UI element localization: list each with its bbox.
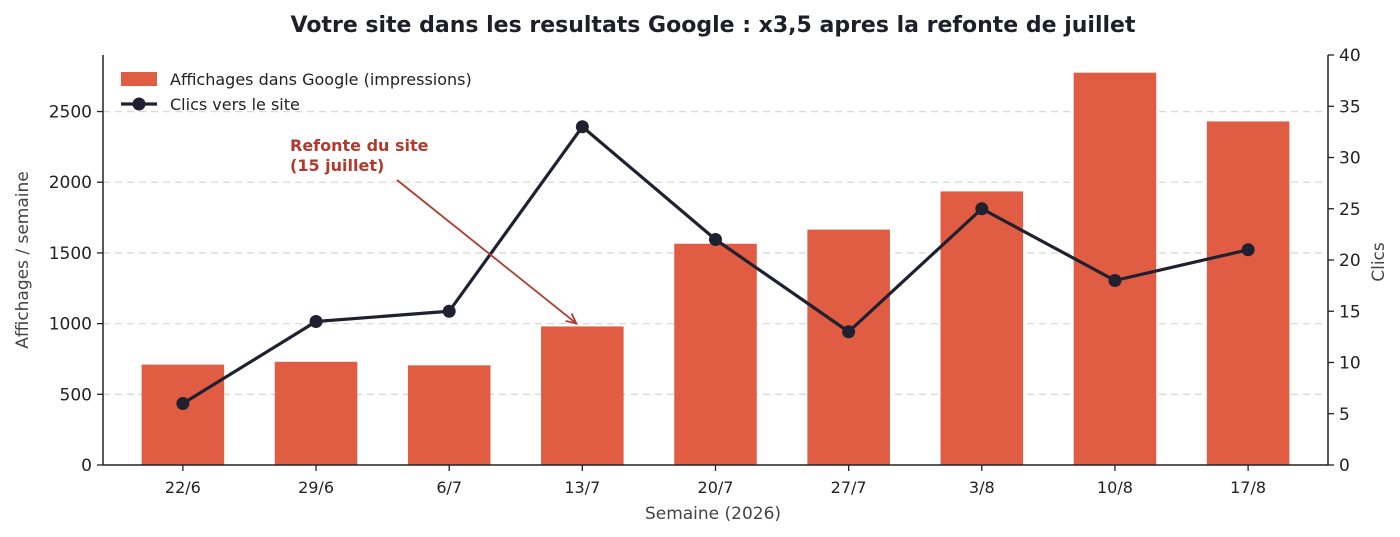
legend: Affichages dans Google (impressions) Clic… [121,70,472,114]
x-tick-label: 17/8 [1230,478,1266,497]
bar [940,191,1024,465]
x-tick-label: 22/6 [165,478,201,497]
x-tick-label: 27/7 [831,478,867,497]
annotation-arrow [396,179,577,325]
line-point [309,315,323,328]
tick-labels: 0 500 1000 1500 2000 2500 0 5 10 15 20 25 30 35 40 22/6… [49,46,1361,497]
y-tick-label-right: 40 [1339,46,1361,66]
line-point [1108,274,1122,287]
legend-swatch-bar [121,72,157,86]
y-tick-label-right: 30 [1339,149,1361,169]
line-point [975,202,989,216]
bar [407,365,491,465]
legend-label: Affichages dans Google (impressions) [170,70,472,89]
y-tick-label-right: 35 [1339,97,1361,117]
y-tick-label-right: 20 [1339,251,1361,271]
legend-swatch-marker [132,97,146,111]
bar [807,229,890,465]
y-tick-label-left: 1000 [49,315,92,335]
x-tick-label: 10/8 [1097,478,1133,497]
bar [141,364,225,465]
annotation-text: (15 juillet) [290,156,384,175]
x-tick-label: 20/7 [698,478,734,497]
y-axis-label-left: Affichages / semaine [13,171,33,349]
bar [674,243,757,465]
bar [1206,121,1290,465]
x-tick-label: 29/6 [298,478,334,497]
x-axis-label: Semaine (2026) [645,504,781,524]
x-tick-label: 13/7 [564,478,600,497]
x-tick-label: 6/7 [436,478,462,497]
line-point [1241,243,1255,257]
y-tick-label-left: 2000 [49,173,92,193]
line-series [176,120,1255,410]
y-tick-label-left: 0 [81,456,92,476]
annotation-text: Refonte du site [290,136,429,155]
line-point [575,120,589,134]
bar [1073,72,1157,465]
line-point [709,233,722,246]
y-tick-label-left: 1500 [49,244,92,264]
y-tick-label-right: 15 [1339,302,1361,322]
line-point [442,304,456,318]
bar-series [141,72,1290,465]
y-axis-label-right: Clics [1369,242,1389,282]
annotation: Refonte du site(15 juillet) [290,136,578,325]
y-tick-label-right: 25 [1339,200,1361,220]
y-tick-label-right: 5 [1339,405,1350,425]
annotation-arrowhead [565,313,578,325]
bar [274,361,358,465]
chart-title: Votre site dans les resultats Google : x… [291,13,1136,38]
y-tick-label-left: 500 [60,385,92,405]
y-tick-label-right: 0 [1339,456,1350,476]
line-point [176,397,190,410]
y-tick-label-right: 10 [1339,354,1361,374]
x-tick-label: 3/8 [969,478,995,497]
line-point [842,325,856,339]
y-tick-label-left: 2500 [49,103,92,123]
legend-label: Clics vers le site [170,95,300,114]
bar [541,326,624,465]
